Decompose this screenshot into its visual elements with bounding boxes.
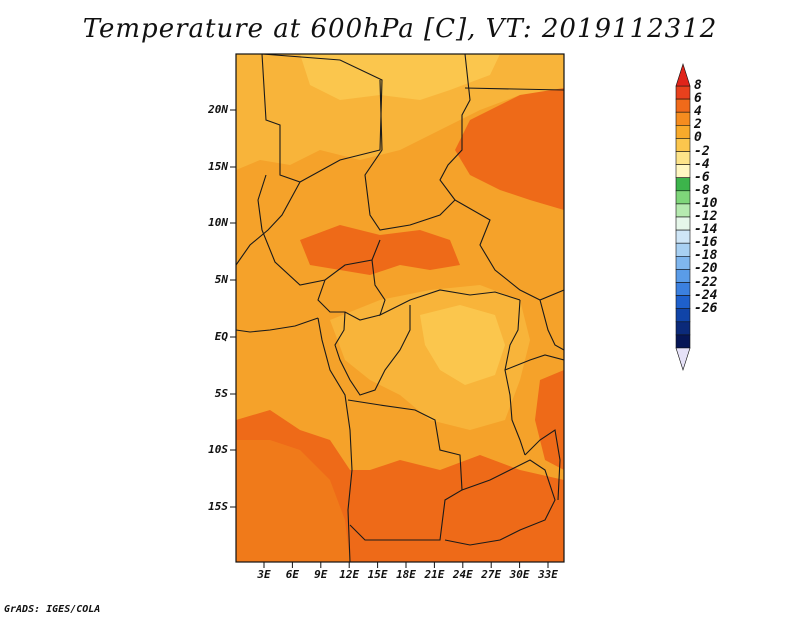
- border-line: [504, 354, 564, 371]
- colorbar-segment: [675, 203, 691, 218]
- colorbar-segment: [675, 295, 691, 310]
- x-tick-label: 9E: [314, 568, 328, 581]
- colorbar-label: -26: [694, 300, 718, 316]
- colorbar-label: -24: [694, 287, 718, 303]
- colorbar-label: -20: [694, 261, 718, 277]
- y-tick-label: 20N: [208, 103, 228, 116]
- colorbar-label: 2: [694, 117, 702, 133]
- y-tick-label: 10S: [208, 443, 228, 456]
- field-hot-east: [535, 370, 564, 470]
- colorbar-segment: [675, 269, 691, 283]
- x-tick-label: 15E: [367, 568, 388, 581]
- border-line: [464, 87, 564, 91]
- y-axis-ticks: [230, 109, 236, 508]
- y-tick-label: 5S: [214, 387, 228, 400]
- coastline: [236, 317, 319, 333]
- field-hot-belt: [300, 225, 460, 275]
- x-tick-label: 33E: [538, 568, 558, 581]
- colorbar: [675, 63, 691, 371]
- colorbar-segment: [675, 190, 691, 205]
- colorbar-segment: [675, 255, 691, 270]
- colorbar-label: -10: [694, 195, 718, 211]
- colorbar-label: -14: [694, 222, 718, 238]
- colorbar-segment: [675, 177, 691, 192]
- colorbar-segment: [675, 282, 691, 296]
- x-tick-label: 3E: [257, 568, 271, 581]
- colorbar-segment: [675, 151, 691, 165]
- temperature-field: [236, 54, 564, 562]
- y-tick-label: EQ: [214, 330, 228, 343]
- colorbar-segment: [675, 308, 691, 323]
- colorbar-label: -12: [694, 209, 718, 224]
- colorbar-segment: [675, 242, 691, 257]
- colorbar-segment: [675, 138, 691, 152]
- y-tick-label: 5N: [214, 273, 228, 286]
- colorbar-segment: [675, 216, 691, 231]
- border-line: [257, 174, 381, 286]
- colorbar-segment: [675, 125, 691, 139]
- border-line: [371, 259, 521, 317]
- colorbar-under-triangle: [675, 347, 691, 371]
- border-line: [444, 459, 556, 546]
- colorbar-segment: [675, 164, 691, 179]
- colorbar-segment: [675, 98, 691, 113]
- border-line: [504, 299, 526, 456]
- border-line: [524, 429, 561, 501]
- y-tick-label: 15N: [208, 160, 228, 173]
- colorbar-label: -16: [694, 235, 718, 251]
- x-tick-label: 12E: [339, 568, 360, 581]
- y-tick-label: 15S: [208, 500, 228, 513]
- field-cooler-north: [300, 54, 500, 100]
- x-tick-label: 6E: [285, 568, 300, 581]
- coastline: [317, 317, 353, 562]
- x-tick-label: 21E: [424, 568, 445, 581]
- colorbar-label: -4: [694, 156, 710, 172]
- colorbar-label: 4: [694, 104, 702, 120]
- colorbar-segment: [675, 229, 691, 244]
- plot-frame: [235, 53, 565, 563]
- x-tick-label: 27E: [481, 568, 502, 581]
- border-line: [364, 54, 471, 231]
- country-borders: [236, 54, 564, 562]
- colorbar-segment: [675, 334, 691, 349]
- border-line: [317, 279, 381, 321]
- colorbar-label: 0: [694, 130, 702, 146]
- border-line: [261, 54, 383, 183]
- colorbar-label: -18: [694, 248, 718, 264]
- colorbar-segment: [675, 85, 691, 100]
- colorbar-label: 8: [694, 78, 702, 93]
- grads-credit: GrADS: IGES/COLA: [4, 604, 101, 615]
- colorbar-label: -22: [694, 274, 718, 290]
- y-tick-label: 10N: [208, 216, 228, 229]
- colorbar-segment: [675, 111, 691, 126]
- colorbar-label: -6: [694, 169, 710, 185]
- colorbar-over-triangle: [675, 63, 691, 87]
- border-line: [347, 399, 463, 541]
- colorbar-label: -2: [694, 143, 710, 159]
- x-tick-label: 30E: [509, 568, 530, 581]
- x-tick-label: 24E: [452, 568, 473, 581]
- border-line: [334, 305, 411, 396]
- chart-title: Temperature at 600hPa [C], VT: 201911231…: [82, 14, 718, 44]
- x-axis-ticks: [263, 562, 549, 568]
- border-line: [539, 299, 564, 351]
- border-line: [236, 181, 301, 266]
- field-cool-congo: [420, 305, 505, 385]
- colorbar-segment: [675, 321, 691, 336]
- field-hot-northeast: [455, 88, 564, 210]
- colorbar-label: 6: [694, 91, 702, 107]
- field-hot-southwest: [236, 440, 350, 562]
- x-tick-label: 18E: [396, 568, 416, 581]
- colorbar-label: -8: [694, 182, 710, 198]
